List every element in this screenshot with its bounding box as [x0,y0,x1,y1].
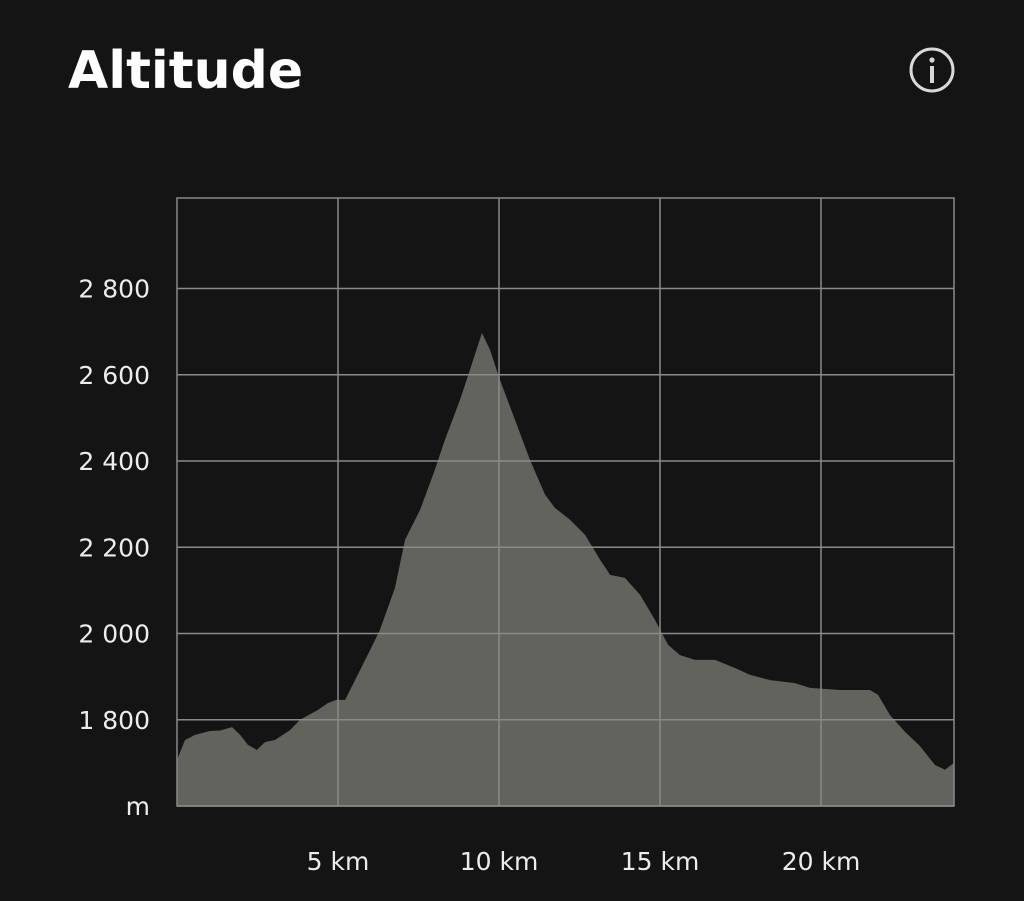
y-tick-label: 2 400 [78,447,150,476]
y-tick-label: 2 800 [78,275,150,304]
chart-title: Altitude [68,41,303,101]
altitude-area [177,332,954,806]
x-tick-label: 10 km [460,847,539,876]
x-tick-label: 5 km [307,847,370,876]
y-tick-label: 2 200 [78,533,150,562]
info-dot[interactable] [929,57,935,63]
plot-frame [176,197,955,807]
info-stem[interactable] [930,66,934,83]
y-tick-label: 2 600 [78,361,150,390]
x-tick-label: 15 km [621,847,700,876]
info-icon[interactable] [909,47,955,93]
y-tick-label: 1 800 [78,706,150,735]
x-tick-label: 20 km [782,847,861,876]
y-tick-label: 2 000 [78,620,150,649]
info-circle[interactable] [909,47,955,93]
y-tick-label: m [126,792,150,821]
